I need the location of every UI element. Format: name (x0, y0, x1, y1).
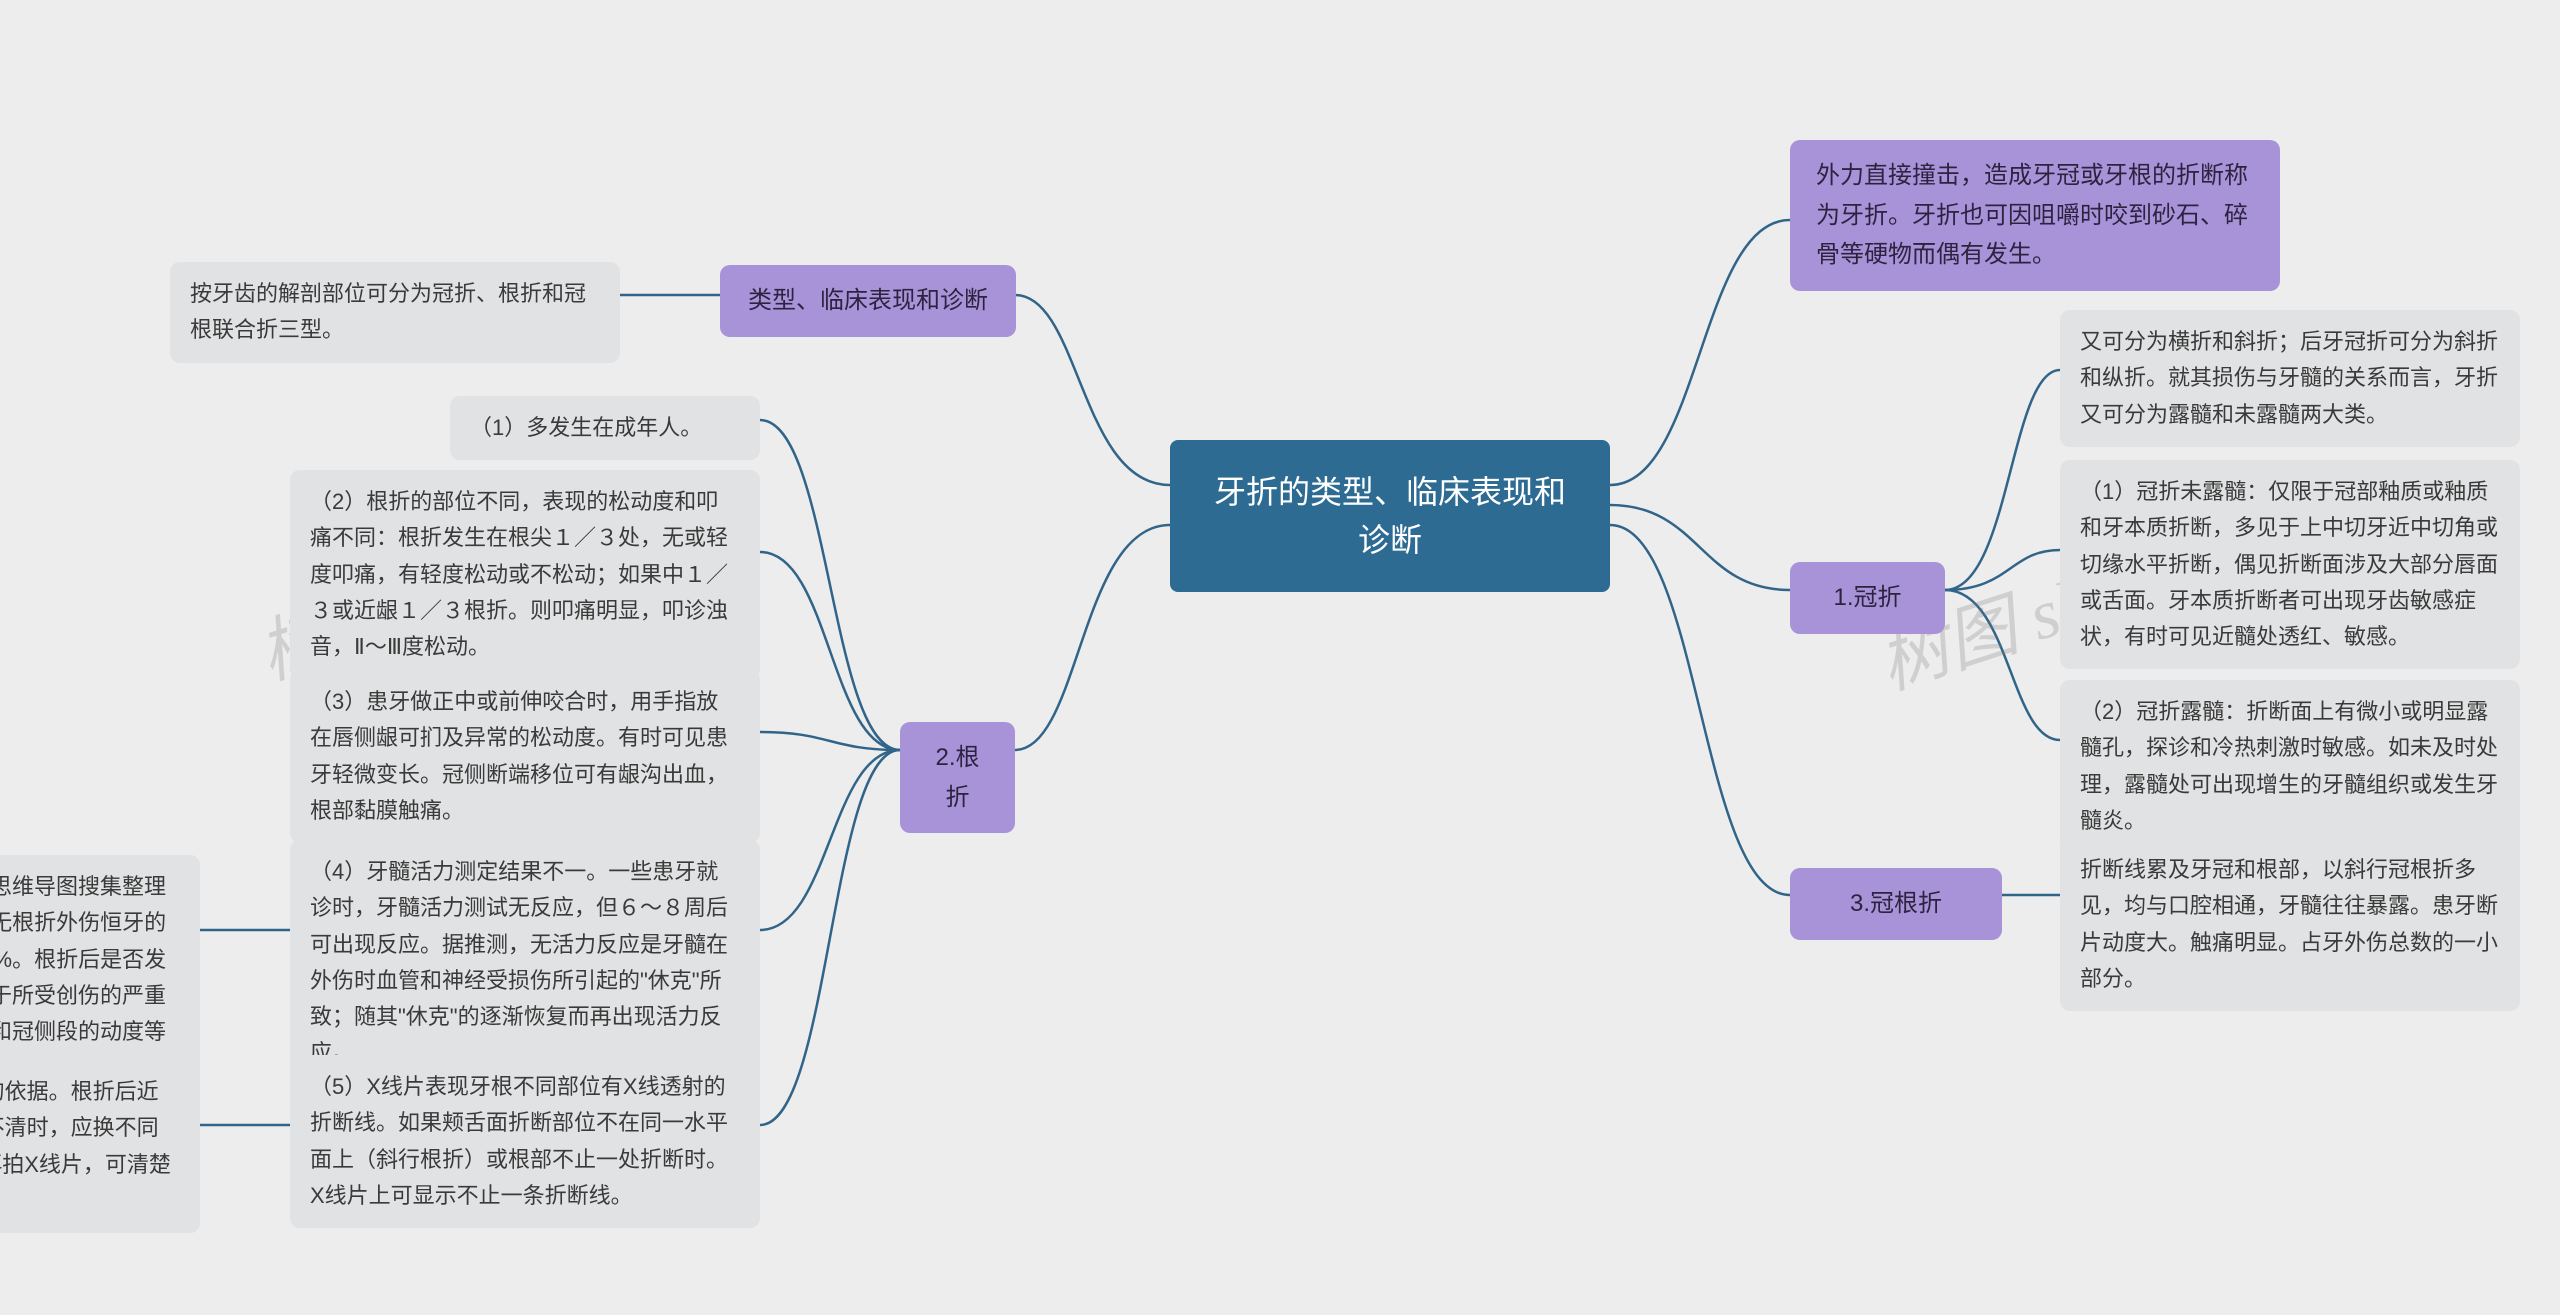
root-fracture-4[interactable]: （4）牙髓活力测定结果不一。一些患牙就诊时，牙髓活力测试无反应，但６～８周后可出… (290, 840, 760, 1086)
crown-fracture-no-pulp[interactable]: （1）冠折未露髓：仅限于冠部釉质或釉质和牙本质折断，多见于上中切牙近中切角或切缘… (2060, 460, 2520, 669)
mindmap-canvas: 树图 shutu.cn 树图 shutu.cn 牙折的类型、临床表现和 诊断 外… (0, 0, 2560, 1315)
branch-root-fracture[interactable]: 2.根折 (900, 722, 1015, 833)
connector-line (1015, 525, 1170, 750)
connector-line (1610, 505, 1790, 590)
connector-line (1610, 220, 1790, 485)
root-fracture-5-sub[interactable]: X线片表现是诊断根折的依据。根折后近期X线检查折断线显示不清时，应换不同角度投照… (0, 1060, 200, 1233)
connector-line (760, 732, 900, 750)
crown-fracture-pulp-exposed[interactable]: （2）冠折露髓：折断面上有微小或明显露髓孔，探诊和冷热刺激时敏感。如未及时处理，… (2060, 680, 2520, 853)
root-fracture-3[interactable]: （3）患牙做正中或前伸咬合时，用手指放在唇侧龈可扪及异常的松动度。有时可见患牙轻… (290, 670, 760, 843)
connector-line (760, 750, 900, 930)
connector-line (1945, 370, 2060, 590)
root-fracture-5[interactable]: （5）X线片表现牙根不同部位有X线透射的折断线。如果颊舌面折断部位不在同一水平面… (290, 1055, 760, 1228)
branch-crown-fracture[interactable]: 1.冠折 (1790, 562, 1945, 634)
center-line1: 牙折的类型、临床表现和 (1202, 468, 1578, 516)
types-three[interactable]: 按牙齿的解剖部位可分为冠折、根折和冠根联合折三型。 (170, 262, 620, 363)
root-fracture-2[interactable]: （2）根折的部位不同，表现的松动度和叩痛不同：根折发生在根尖１／３处，无或轻度叩… (290, 470, 760, 679)
connector-line (1945, 590, 2060, 740)
connector-line (760, 552, 900, 750)
connector-line (1945, 550, 2060, 590)
center-line2: 诊断 (1202, 516, 1578, 564)
branch-types-diagnosis[interactable]: 类型、临床表现和诊断 (720, 265, 1016, 337)
branch-crown-root-fracture[interactable]: 3.冠根折 (1790, 868, 2002, 940)
crown-root-fracture-desc[interactable]: 折断线累及牙冠和根部，以斜行冠根折多见，均与口腔相通，牙髓往往暴露。患牙断片动度… (2060, 838, 2520, 1011)
connector-line (760, 420, 900, 750)
connector-line (760, 750, 900, 1125)
root-fracture-1[interactable]: （1）多发生在成年人。 (450, 396, 760, 460)
center-topic[interactable]: 牙折的类型、临床表现和 诊断 (1170, 440, 1610, 592)
intro-node[interactable]: 外力直接撞击，造成牙冠或牙根的折断称为牙折。牙折也可因咀嚼时咬到砂石、碎骨等硬物… (1790, 140, 2280, 291)
connector-line (1015, 295, 1170, 485)
crown-fracture-types[interactable]: 又可分为横折和斜折；后牙冠折可分为斜折和纵折。就其损伤与牙髓的关系而言，牙折又可… (2060, 310, 2520, 447)
connector-line (1610, 525, 1790, 895)
